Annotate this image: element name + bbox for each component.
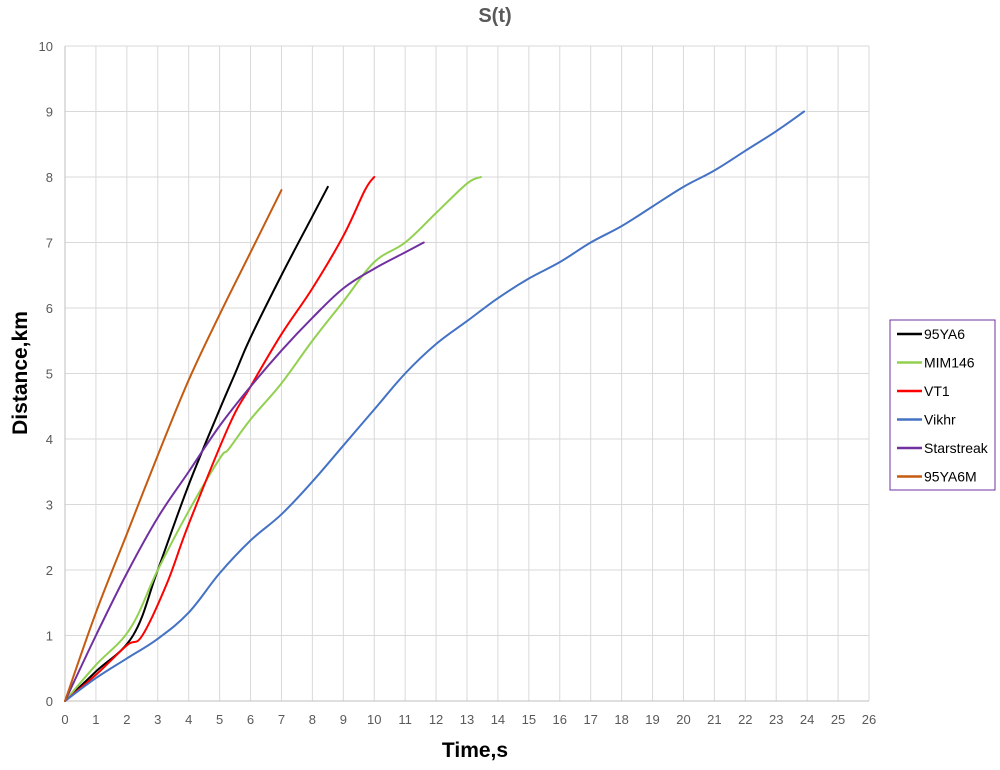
x-tick-label: 10: [367, 712, 381, 727]
legend-label-95ya6: 95YA6: [924, 326, 965, 342]
series-line-95ya6m: [64, 189, 283, 702]
x-tick-label: 15: [522, 712, 536, 727]
legend-label-95ya6m: 95YA6M: [924, 469, 977, 485]
x-tick-label: 20: [676, 712, 690, 727]
x-tick-label: 11: [398, 712, 412, 727]
y-tick-label: 5: [46, 367, 53, 382]
y-tick-label: 9: [46, 105, 53, 120]
legend-label-vikhr: Vikhr: [924, 412, 956, 428]
x-tick-label: 13: [460, 712, 474, 727]
y-tick-label: 8: [46, 170, 53, 185]
x-tick-label: 0: [61, 712, 68, 727]
series-lines: [64, 110, 806, 702]
axes: [64, 46, 869, 702]
series-line-starstreak: [64, 241, 425, 702]
x-tick-label: 24: [800, 712, 814, 727]
legend-box: [889, 319, 996, 491]
y-tick-label: 1: [46, 629, 53, 644]
y-tick-label: 0: [46, 694, 53, 709]
y-tick-label: 4: [46, 432, 53, 447]
x-tick-label: 17: [583, 712, 597, 727]
x-tick-label: 12: [429, 712, 443, 727]
x-tick-label: 3: [154, 712, 161, 727]
x-axis-title: Time,s: [442, 739, 508, 762]
chart-title: S(t): [478, 5, 511, 27]
legend-label-starstreak: Starstreak: [924, 440, 989, 456]
y-tick-label: 10: [39, 39, 53, 54]
x-tick-label: 4: [185, 712, 192, 727]
x-tick-label: 5: [216, 712, 223, 727]
series-line-95ya6: [64, 185, 329, 702]
x-tick-label: 8: [309, 712, 316, 727]
y-tick-label: 7: [46, 236, 53, 251]
x-tick-label: 22: [738, 712, 752, 727]
x-tick-label: 9: [340, 712, 347, 727]
series-line-vikhr: [64, 110, 806, 702]
x-tick-label: 19: [645, 712, 659, 727]
y-tick-label: 6: [46, 301, 53, 316]
y-tick-label: 3: [46, 498, 53, 513]
x-tick-label: 14: [491, 712, 505, 727]
x-tick-label: 6: [247, 712, 254, 727]
y-axis-title: Distance,km: [9, 311, 32, 435]
x-tick-label: 2: [123, 712, 130, 727]
y-tick-label: 2: [46, 563, 53, 578]
legend-label-vt1: VT1: [924, 383, 950, 399]
legend-label-mim146: MIM146: [924, 355, 975, 371]
x-tick-label: 7: [278, 712, 285, 727]
x-tick-label: 1: [92, 712, 99, 727]
series-line-mim146: [64, 176, 482, 702]
x-tick-label: 23: [769, 712, 783, 727]
gridlines: [64, 45, 870, 702]
series-line-vt1: [64, 176, 376, 702]
x-tick-label: 25: [831, 712, 845, 727]
x-tick-label: 21: [707, 712, 721, 727]
tick-labels: 0 1 2 3 4 5 6 7 8 9 10 11 12 13 14 15 16 17 18 19 20 21 22 23 24…: [39, 39, 877, 727]
x-tick-label: 18: [614, 712, 628, 727]
x-tick-label: 16: [553, 712, 567, 727]
legend: 95YA6 MIM146 VT1 Vikhr Starstreak 95YA6M: [889, 319, 996, 491]
x-tick-label: 26: [862, 712, 876, 727]
